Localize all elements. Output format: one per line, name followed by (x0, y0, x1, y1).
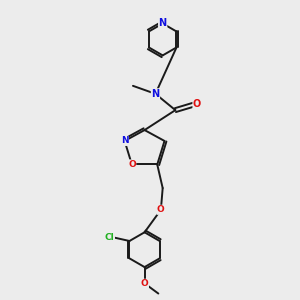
Text: Cl: Cl (105, 233, 114, 242)
Text: O: O (193, 99, 201, 109)
Text: O: O (157, 205, 165, 214)
Text: N: N (121, 136, 128, 146)
Text: O: O (141, 279, 148, 288)
Text: O: O (128, 160, 136, 169)
Text: N: N (152, 89, 160, 99)
Text: N: N (159, 19, 167, 28)
